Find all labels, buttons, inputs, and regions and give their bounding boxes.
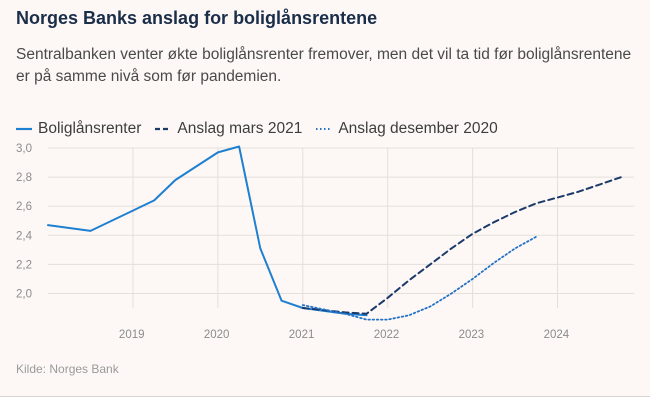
legend-label: Boliglånsrenter bbox=[38, 120, 142, 137]
y-tick-label: 2,8 bbox=[16, 172, 32, 184]
chart-card: Norges Banks anslag for boliglånsrentene… bbox=[0, 8, 650, 397]
legend-dashed-line-icon bbox=[155, 127, 172, 131]
legend-solid-line-icon bbox=[16, 127, 32, 131]
legend: Boliglånsrenter Anslag mars 2021 Anslag … bbox=[16, 118, 512, 140]
series-line-solid bbox=[47, 145, 368, 317]
y-tick-label: 2,6 bbox=[16, 201, 32, 213]
legend-item-anslag-mars-2021: Anslag mars 2021 bbox=[155, 120, 302, 138]
legend-item-boliglansrenter: Boliglånsrenter bbox=[16, 120, 141, 138]
y-tick-label: 2,2 bbox=[16, 259, 32, 271]
chart-subtitle: Sentralbanken venter økte boliglånsrente… bbox=[16, 46, 632, 85]
x-tick-label: 2024 bbox=[544, 329, 570, 341]
y-tick-label: 2,4 bbox=[16, 230, 33, 242]
x-tick-label: 2023 bbox=[459, 329, 485, 341]
x-tick-label: 2020 bbox=[204, 329, 230, 341]
legend-item-anslag-desember-2020: Anslag desember 2020 bbox=[316, 120, 498, 138]
x-tick-label: 2021 bbox=[289, 329, 315, 341]
x-tick-label: 2019 bbox=[119, 329, 145, 341]
chart-title: Norges Banks anslag for boliglånsrentene bbox=[16, 8, 378, 28]
legend-label: Anslag mars 2021 bbox=[177, 120, 303, 137]
y-tick-label: 3,0 bbox=[16, 143, 32, 155]
series-line-dotted bbox=[301, 235, 538, 321]
line-chart: 2,0 2,2 2,4 2,6 2,8 3,0 2019 2020 2021 2022 2023 20… bbox=[16, 143, 634, 341]
legend-label: Anslag desember 2020 bbox=[338, 120, 498, 137]
legend-dotted-line-icon bbox=[316, 128, 333, 130]
x-tick-label: 2022 bbox=[374, 329, 400, 341]
y-tick-label: 2,0 bbox=[16, 288, 32, 300]
source-note: Kilde: Norges Bank bbox=[16, 362, 119, 376]
series-line-dashed bbox=[301, 176, 623, 315]
